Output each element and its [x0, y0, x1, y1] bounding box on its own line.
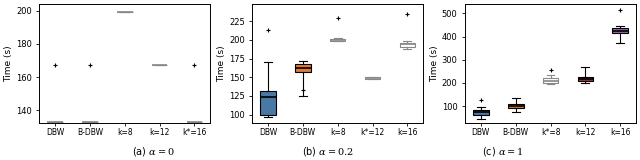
PathPatch shape — [260, 91, 276, 115]
PathPatch shape — [577, 77, 593, 81]
PathPatch shape — [365, 77, 380, 79]
Text: (a) $\alpha = 0$: (a) $\alpha = 0$ — [132, 145, 174, 158]
Text: (b) $\alpha = 0.2$: (b) $\alpha = 0.2$ — [302, 145, 354, 158]
Y-axis label: Time (s): Time (s) — [217, 45, 226, 82]
PathPatch shape — [473, 110, 489, 115]
Y-axis label: Time (s): Time (s) — [4, 45, 13, 82]
PathPatch shape — [295, 64, 310, 72]
PathPatch shape — [330, 39, 346, 41]
PathPatch shape — [399, 43, 415, 47]
PathPatch shape — [543, 78, 558, 83]
PathPatch shape — [612, 28, 628, 33]
Y-axis label: Time (s): Time (s) — [430, 45, 439, 82]
Text: (c) $\alpha = 1$: (c) $\alpha = 1$ — [483, 145, 524, 158]
PathPatch shape — [508, 104, 524, 108]
